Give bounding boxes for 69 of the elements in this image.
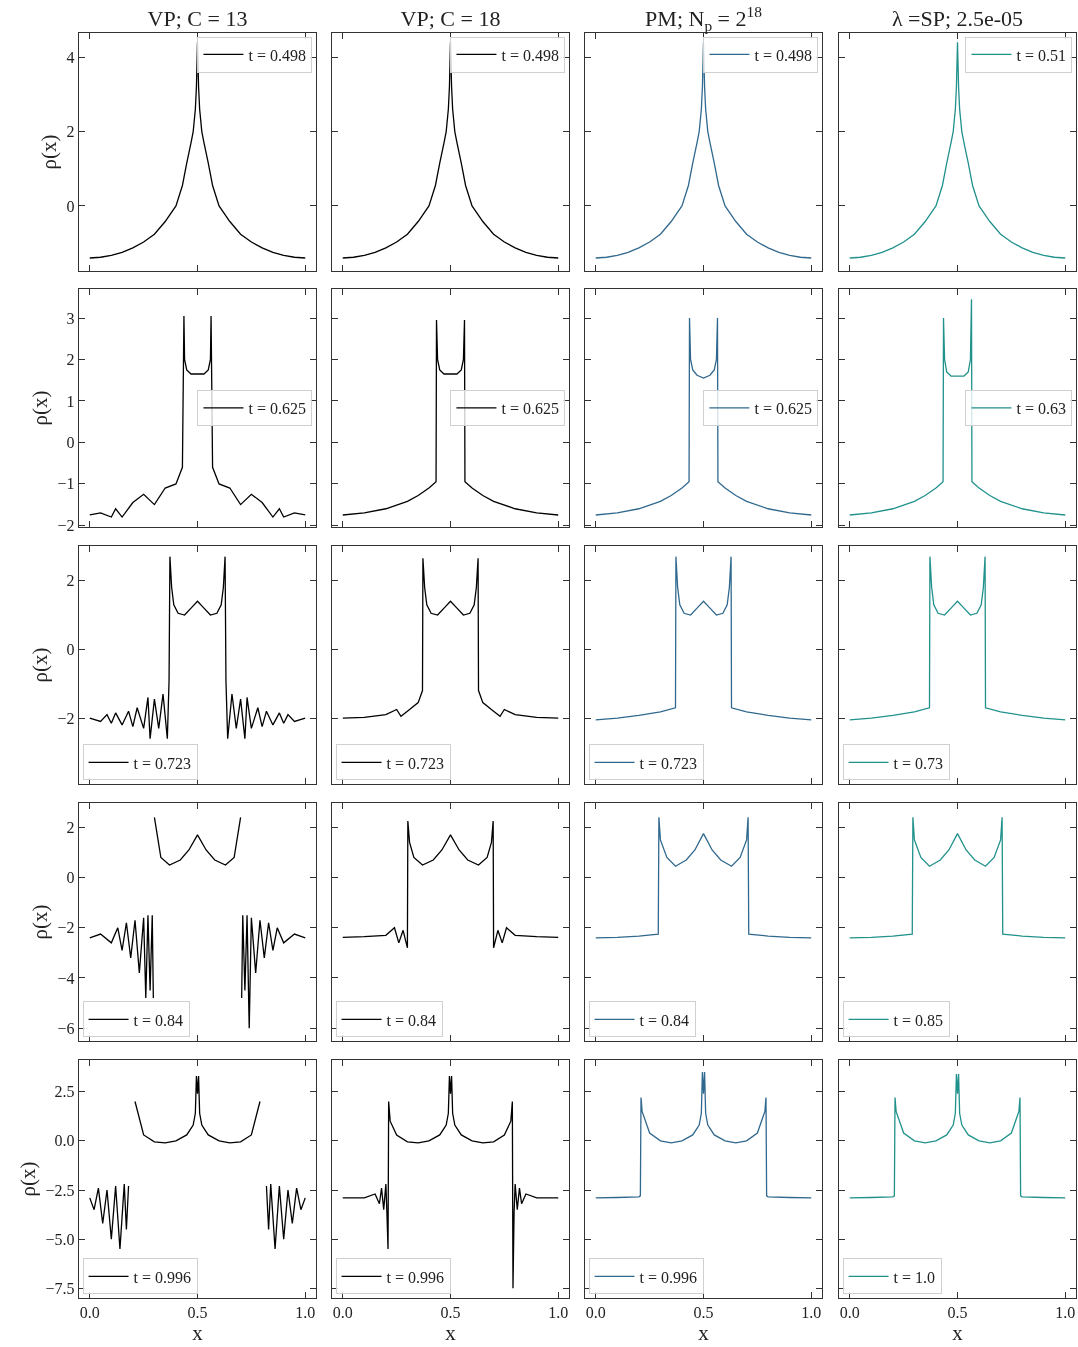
legend-label: t = 0.498 [501,46,559,64]
legend-label: t = 0.84 [386,1011,437,1029]
x-tick-label: 0.5 [947,1304,968,1322]
y-tick-label: −5.0 [45,1230,75,1248]
x-tick-label: 1.0 [801,1304,822,1322]
chart-title: VP; C = 18 [400,6,501,31]
legend-label: t = 0.625 [248,400,306,418]
legend-label: t = 0.498 [754,46,812,64]
legend-label: t = 0.63 [1016,400,1066,418]
y-tick-label: 0 [66,434,75,452]
x-axis-title: x [952,1321,964,1346]
y-tick-label: 0 [66,640,75,658]
line-series [89,556,306,740]
x-tick-label: 1.0 [548,1304,569,1322]
y-axis-title: ρ(x) [27,647,52,683]
x-tick-label: 0.0 [79,1304,100,1322]
y-tick-label: −4 [57,969,75,987]
y-axis-title: ρ(x) [36,134,61,170]
legend-label: t = 0.723 [639,754,698,772]
legend-label: t = 0.996 [133,1268,192,1286]
legend-label: t = 0.625 [501,400,559,418]
y-tick-label: 4 [66,48,75,66]
x-axis-title: x [192,1321,204,1346]
y-tick-label: −7.5 [45,1279,75,1297]
y-axis-title: ρ(x) [27,390,52,426]
y-tick-label: −2 [57,516,75,534]
legend-label: t = 0.85 [893,1011,944,1029]
y-tick-label: 3 [66,309,75,327]
y-tick-label: −1 [57,475,75,493]
y-tick-label: −2 [57,919,75,937]
legend-label: t = 0.625 [754,400,812,418]
x-tick-label: 1.0 [295,1304,316,1322]
x-tick-label: 1.0 [1055,1304,1076,1322]
legend-label: t = 0.84 [133,1011,184,1029]
y-tick-label: 0 [66,197,75,215]
y-tick-label: 2 [66,572,75,590]
y-tick-label: −2 [57,709,75,727]
x-tick-label: 0.5 [440,1304,461,1322]
legend-label: t = 0.498 [248,46,306,64]
legend-label: t = 0.996 [386,1268,445,1286]
legend-label: t = 0.51 [1016,46,1066,64]
line-series [89,315,306,518]
x-tick-label: 0.0 [332,1304,353,1322]
legend-label: t = 0.84 [639,1011,690,1029]
y-tick-label: −2.5 [45,1181,75,1199]
y-tick-label: 2 [66,123,75,141]
y-tick-label: 2 [66,818,75,836]
x-tick-label: 0.5 [693,1304,714,1322]
legend-label: t = 0.723 [133,754,192,772]
y-axis-title: ρ(x) [15,1161,40,1197]
legend-label: t = 0.996 [639,1268,698,1286]
x-tick-label: 0.0 [585,1304,606,1322]
legend-label: t = 1.0 [893,1268,936,1286]
x-axis-title: x [445,1321,457,1346]
chart-title: VP; C = 13 [147,6,248,31]
legend-label: t = 0.73 [893,754,944,772]
x-axis-title: x [698,1321,710,1346]
chart-title: λ =SP; 2.5e-05 [891,6,1024,31]
x-tick-label: 0.0 [839,1304,860,1322]
y-tick-label: 2 [66,351,75,369]
y-axis-title: ρ(x) [27,904,52,940]
y-tick-label: −6 [57,1019,75,1037]
y-tick-label: 0 [66,869,75,887]
chart-title: PM; N$_{p}$ = 2$^{18}$ [645,2,763,34]
x-tick-label: 0.5 [187,1304,208,1322]
legend-label: t = 0.723 [386,754,445,772]
y-tick-label: 0.0 [54,1132,75,1150]
y-tick-label: 2.5 [54,1083,75,1101]
y-tick-label: 1 [66,392,75,410]
